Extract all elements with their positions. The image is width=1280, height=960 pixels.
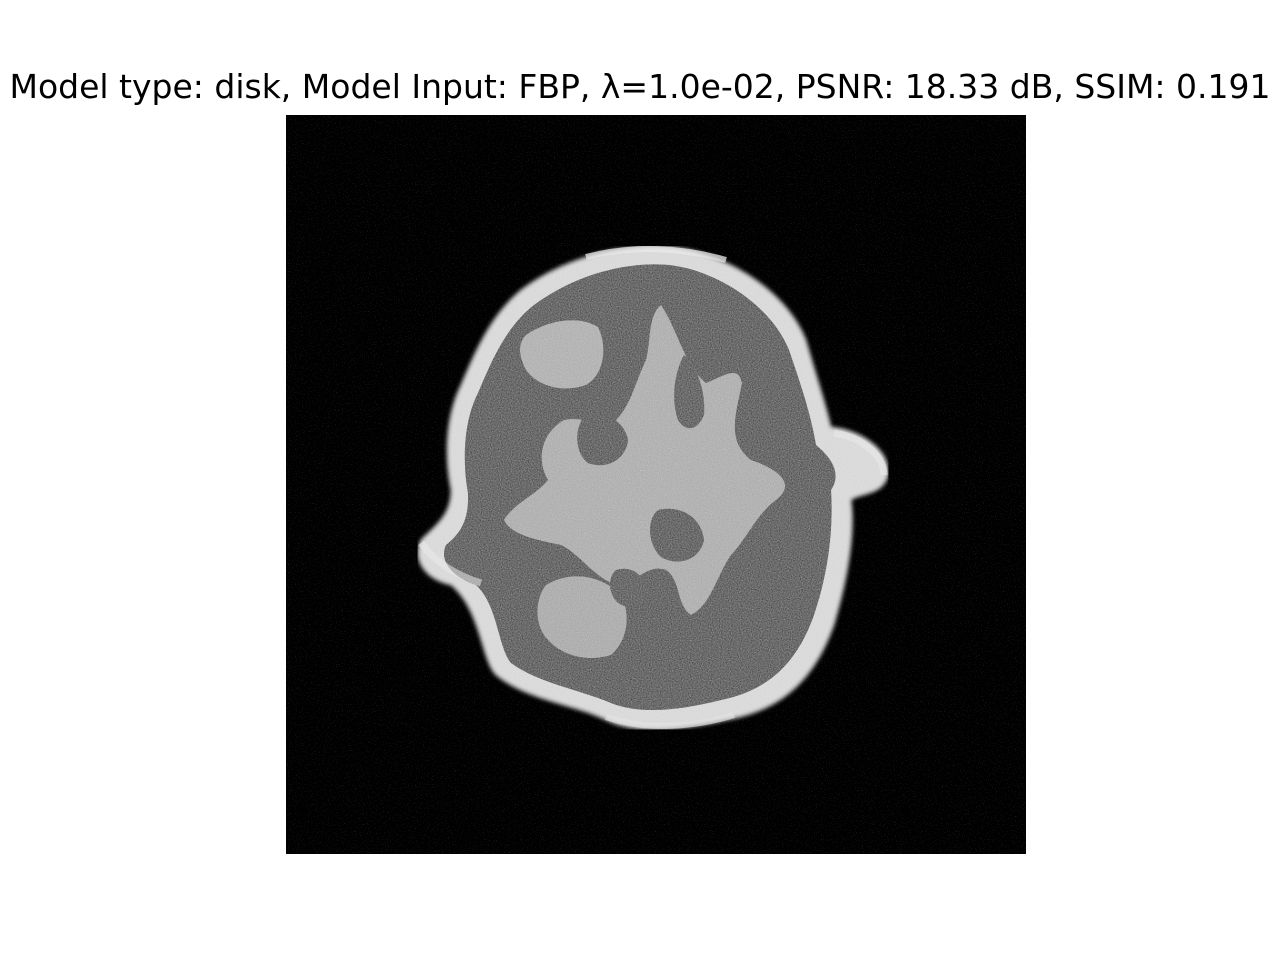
gray-matter-lower [537,576,627,659]
skull-highlight-left [418,540,483,587]
skull-highlight-right [833,429,888,476]
gray-matter-upper-left [520,320,604,389]
ventricle-right [650,508,704,562]
ventricle-left [577,413,628,466]
figure-title: Model type: disk, Model Input: FBP, λ=1.… [9,67,1271,106]
gray-matter-central [504,305,786,615]
ventricle-lower [610,568,646,607]
reconstruction-image [286,115,1026,854]
head-phantom [417,246,889,730]
ventricle-center [674,355,705,429]
skull-highlight-bottom [605,712,735,729]
reconstruction-canvas [286,115,1026,854]
skull-highlight-top [585,246,727,263]
